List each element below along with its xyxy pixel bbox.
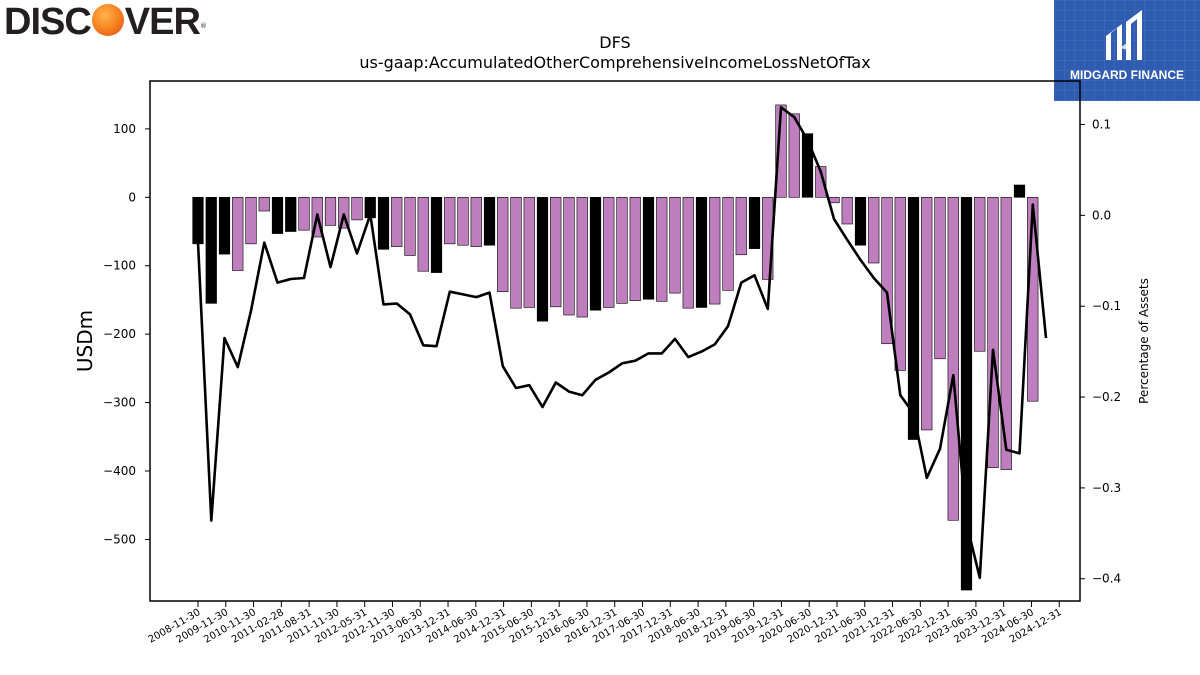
registered-mark: ® — [199, 22, 207, 30]
bar — [232, 197, 244, 271]
bar — [417, 197, 429, 272]
logo-text-end: VER — [124, 1, 201, 43]
bar — [563, 197, 575, 316]
bar — [523, 197, 535, 308]
y2-tick-label: −0.1 — [1092, 299, 1121, 313]
bar — [338, 197, 350, 229]
bar — [669, 197, 681, 294]
bar — [404, 197, 416, 256]
bar — [550, 197, 562, 308]
bar — [709, 197, 721, 305]
bar — [788, 113, 800, 198]
bar — [470, 197, 482, 247]
bar — [947, 197, 959, 521]
bar-series — [192, 104, 1039, 591]
bar — [801, 133, 814, 198]
y-axis-left: 100 0 −100 −200 −300 −400 −500 — [103, 122, 150, 546]
bar — [391, 197, 403, 247]
bar — [775, 104, 787, 198]
bar — [483, 197, 496, 246]
y-tick-label: 100 — [113, 122, 136, 136]
logo-orange-dot — [91, 4, 124, 36]
bar — [192, 197, 204, 245]
bar — [576, 197, 588, 318]
bar — [285, 197, 297, 232]
chart-subtitle: us-gaap:AccumulatedOtherComprehensiveInc… — [359, 53, 870, 72]
y2-axis-label: Percentage of Assets — [1137, 278, 1151, 404]
bar — [616, 197, 628, 304]
y-tick-label: 0 — [128, 190, 136, 204]
bar — [841, 197, 853, 225]
bar — [934, 197, 946, 360]
bar — [656, 197, 668, 302]
bar — [695, 197, 708, 308]
bar — [271, 197, 284, 234]
bar — [430, 197, 443, 273]
midgard-mark-icon — [1106, 10, 1142, 60]
bar — [510, 197, 522, 309]
logo-text-start: DISC — [4, 1, 92, 43]
y2-tick-label: 0.1 — [1092, 118, 1111, 132]
line-series — [196, 106, 1048, 580]
bar — [881, 197, 893, 345]
discover-logo: DISC VER ® — [4, 2, 207, 42]
bar — [536, 197, 549, 322]
percentage-line — [196, 106, 1048, 580]
x-axis: 2008-11-302009-11-302010-11-302011-02-28… — [147, 601, 1064, 646]
y-tick-label: −500 — [103, 532, 136, 546]
y-tick-label: −300 — [103, 396, 136, 410]
bar — [444, 197, 456, 245]
y2-tick-label: 0.0 — [1092, 208, 1111, 222]
bar — [218, 197, 231, 255]
bar — [1013, 184, 1026, 198]
bar — [1000, 197, 1012, 470]
bar — [642, 197, 655, 300]
bar — [987, 197, 999, 468]
bar — [974, 197, 986, 352]
bar — [735, 197, 747, 256]
bar — [603, 197, 615, 308]
bar — [258, 197, 270, 212]
bar — [377, 197, 390, 250]
bar — [682, 197, 694, 309]
logo-company-name: MIDGARD FINANCE — [1070, 68, 1184, 82]
bar — [854, 197, 867, 246]
bar — [324, 197, 337, 226]
y-axis-right: 0.1 0.0 −0.1 −0.2 −0.3 −0.4 — [1080, 118, 1121, 586]
bar — [245, 197, 257, 245]
bar — [907, 197, 920, 440]
bar — [960, 197, 973, 591]
y-tick-label: −400 — [103, 464, 136, 478]
y-axis-label: USDm — [73, 310, 97, 372]
y2-tick-label: −0.2 — [1092, 390, 1121, 404]
bar — [748, 197, 761, 249]
bar — [629, 197, 641, 301]
bar — [921, 197, 933, 431]
y-tick-label: −200 — [103, 327, 136, 341]
bar — [457, 197, 469, 246]
bar — [722, 197, 734, 291]
bar — [894, 197, 906, 371]
y-tick-label: −100 — [103, 259, 136, 273]
bar — [298, 197, 310, 231]
y2-tick-label: −0.4 — [1092, 572, 1121, 586]
midgard-finance-logo: MIDGARD FINANCE — [1054, 0, 1200, 101]
bar — [497, 197, 509, 293]
bar — [351, 197, 363, 221]
bar — [205, 197, 217, 304]
bar — [868, 197, 880, 264]
chart-title: DFS — [599, 33, 630, 52]
y2-tick-label: −0.3 — [1092, 481, 1121, 495]
bar — [815, 166, 827, 198]
bar — [589, 197, 602, 311]
